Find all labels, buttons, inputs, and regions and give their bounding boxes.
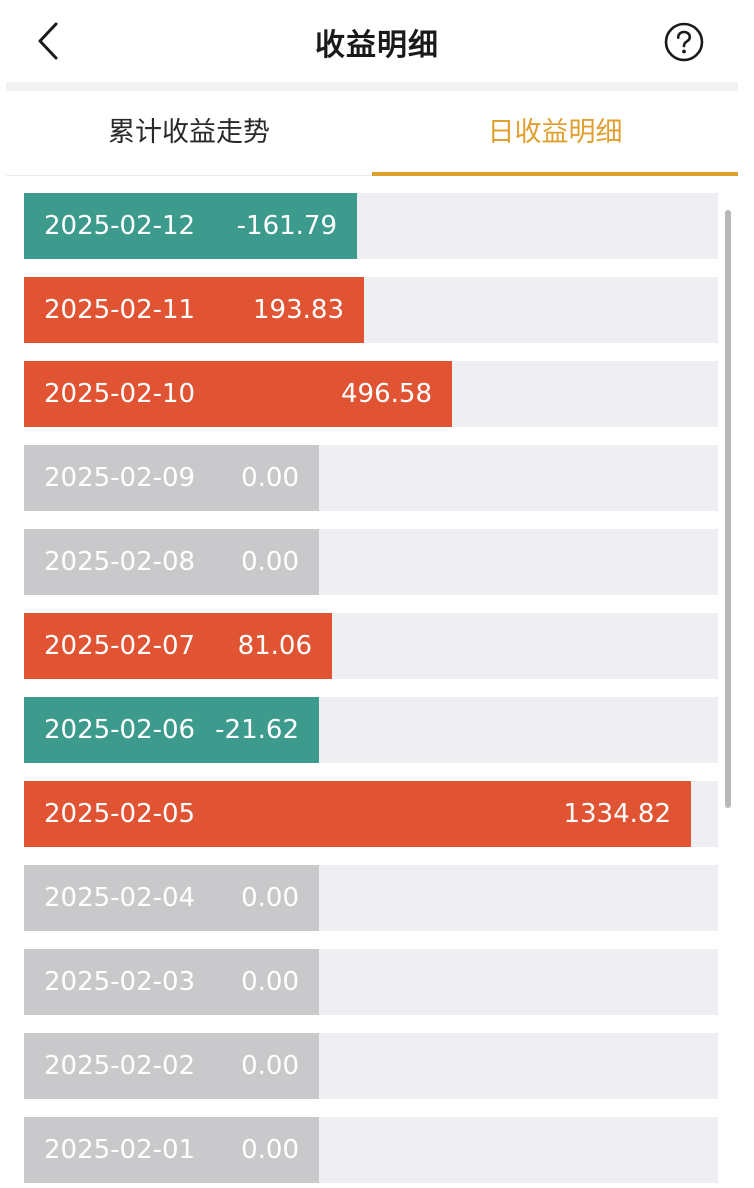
return-date: 2025-02-07 [44,631,196,661]
return-date: 2025-02-03 [44,967,196,997]
daily-return-row[interactable]: 2025-02-05 1334.82 [24,781,718,847]
return-date: 2025-02-10 [44,379,196,409]
daily-return-list: 2025-02-12 -161.79 2025-02-11 193.83 2025-02… [24,193,718,1188]
daily-return-row[interactable]: 2025-02-10 496.58 [24,361,718,427]
daily-return-row[interactable]: 2025-02-11 193.83 [24,277,718,343]
return-bar [24,949,319,1015]
daily-return-row[interactable]: 2025-02-07 81.06 [24,613,718,679]
return-bar [24,613,332,679]
return-bar [24,445,319,511]
return-bar [24,361,452,427]
return-value: 0.00 [241,463,299,493]
return-date: 2025-02-01 [44,1135,196,1165]
return-date: 2025-02-06 [44,715,196,745]
back-button[interactable] [30,18,70,64]
return-date: 2025-02-11 [44,295,196,325]
return-bar [24,697,319,763]
return-bar [24,781,691,847]
daily-return-row[interactable]: 2025-02-02 0.00 [24,1033,718,1099]
question-circle-icon [664,22,704,62]
return-bar [24,865,319,931]
daily-return-row[interactable]: 2025-02-04 0.00 [24,865,718,931]
active-tab-indicator [372,172,738,176]
return-date: 2025-02-05 [44,799,196,829]
return-bar [24,529,319,595]
return-date: 2025-02-04 [44,883,196,913]
daily-return-row[interactable]: 2025-02-12 -161.79 [24,193,718,259]
return-bar [24,277,364,343]
return-value: 193.83 [253,295,344,325]
return-date: 2025-02-09 [44,463,196,493]
return-value: -21.62 [215,715,299,745]
daily-return-row[interactable]: 2025-02-03 0.00 [24,949,718,1015]
return-date: 2025-02-02 [44,1051,196,1081]
daily-return-row[interactable]: 2025-02-09 0.00 [24,445,718,511]
return-value: 81.06 [237,631,312,661]
tab-bar: 累计收益走势 日收益明细 [6,91,738,176]
return-date: 2025-02-08 [44,547,196,577]
return-date: 2025-02-12 [44,211,196,241]
return-value: 0.00 [241,547,299,577]
return-bar [24,193,357,259]
return-value: 0.00 [241,1135,299,1165]
tab-cumulative-return-trend[interactable]: 累计收益走势 [108,117,270,148]
return-value: 0.00 [241,883,299,913]
header-divider [6,82,738,91]
return-value: 496.58 [341,379,432,409]
return-value: 1334.82 [563,799,671,829]
help-button[interactable] [664,22,704,62]
daily-return-row[interactable]: 2025-02-01 0.00 [24,1117,718,1183]
return-value: -161.79 [236,211,337,241]
return-bar [24,1033,319,1099]
return-bar [24,1117,319,1183]
return-value: 0.00 [241,1051,299,1081]
daily-return-row[interactable]: 2025-02-08 0.00 [24,529,718,595]
header: 收益明细 [0,0,754,82]
scrollbar[interactable] [725,210,731,808]
return-value: 0.00 [241,967,299,997]
daily-return-row[interactable]: 2025-02-06 -21.62 [24,697,718,763]
tab-daily-return-detail[interactable]: 日收益明细 [487,117,623,148]
page-title: 收益明细 [315,28,439,63]
chevron-left-icon [38,22,58,60]
